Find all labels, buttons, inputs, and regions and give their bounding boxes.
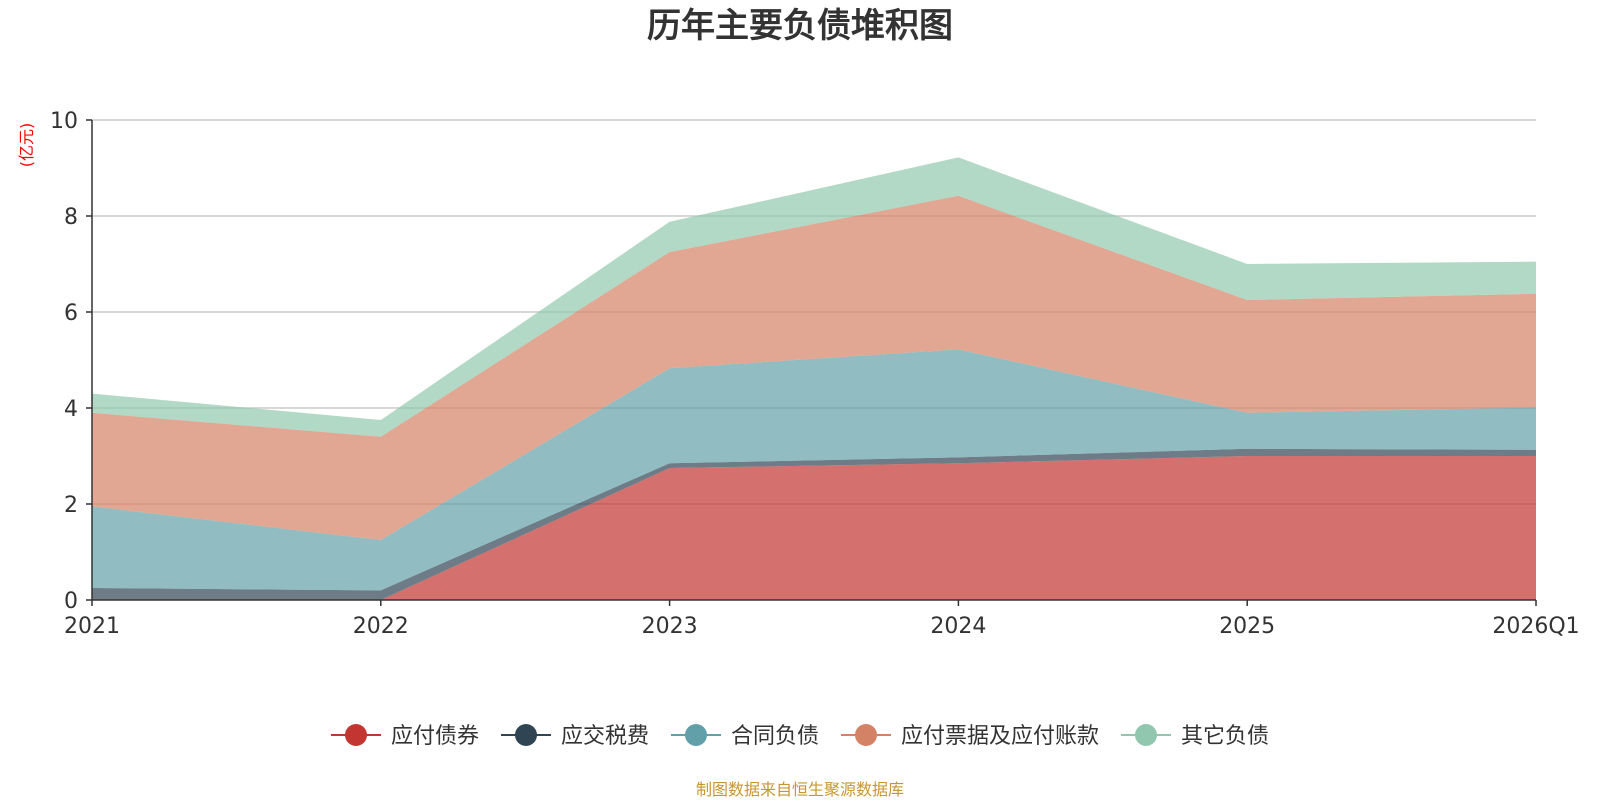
legend-marker bbox=[515, 724, 537, 746]
x-tick-label: 2026Q1 bbox=[1492, 614, 1579, 639]
source-note: 制图数据来自恒生聚源数据库 bbox=[696, 780, 904, 799]
legend-item-应付票据及应付账款[interactable]: 应付票据及应付账款 bbox=[841, 724, 1099, 749]
legend-marker bbox=[1135, 724, 1157, 746]
area-应交税费 bbox=[92, 448, 1536, 600]
y-tick-label: 8 bbox=[64, 205, 78, 230]
area-其它负债 bbox=[92, 157, 1536, 437]
legend-label: 应付债券 bbox=[391, 724, 479, 749]
y-axis-ticks: 0 2 4 6 8 10 bbox=[50, 109, 92, 614]
legend-item-合同负债[interactable]: 合同负债 bbox=[671, 724, 819, 749]
x-tick-label: 2024 bbox=[930, 614, 986, 639]
legend-item-应付债券[interactable]: 应付债券 bbox=[331, 724, 479, 749]
chart-title: 历年主要负债堆积图 bbox=[647, 6, 953, 46]
legend-item-其它负债[interactable]: 其它负债 bbox=[1121, 724, 1269, 749]
area-series-group bbox=[92, 157, 1536, 600]
y-tick-label: 10 bbox=[50, 109, 78, 134]
y-tick-label: 6 bbox=[64, 301, 78, 326]
x-tick-label: 2023 bbox=[642, 614, 698, 639]
area-合同负债 bbox=[92, 349, 1536, 591]
area-应付票据及应付账款 bbox=[92, 195, 1536, 541]
legend-label: 合同负债 bbox=[731, 724, 819, 749]
legend-marker bbox=[345, 724, 367, 746]
axes bbox=[91, 120, 1536, 601]
y-tick-label: 2 bbox=[64, 493, 78, 518]
y-tick-label: 0 bbox=[64, 589, 78, 614]
legend-marker bbox=[685, 724, 707, 746]
x-tick-label: 2025 bbox=[1219, 614, 1275, 639]
legend-label: 应付票据及应付账款 bbox=[901, 724, 1099, 749]
area-应付债券 bbox=[92, 456, 1536, 600]
x-tick-label: 2021 bbox=[64, 614, 120, 639]
legend-marker bbox=[855, 724, 877, 746]
legend-label: 应交税费 bbox=[561, 724, 649, 749]
y-axis-unit-label: (亿元) bbox=[17, 123, 36, 168]
x-tick-label: 2022 bbox=[353, 614, 409, 639]
legend: 应付债券 应交税费 合同负债 应付票据及应付账款 其它负债 bbox=[331, 724, 1269, 749]
legend-label: 其它负债 bbox=[1181, 724, 1269, 749]
legend-item-应交税费[interactable]: 应交税费 bbox=[501, 724, 649, 749]
y-tick-label: 4 bbox=[64, 397, 78, 422]
x-axis-ticks: 2021 2022 2023 2024 2025 2026Q1 bbox=[64, 600, 1580, 639]
